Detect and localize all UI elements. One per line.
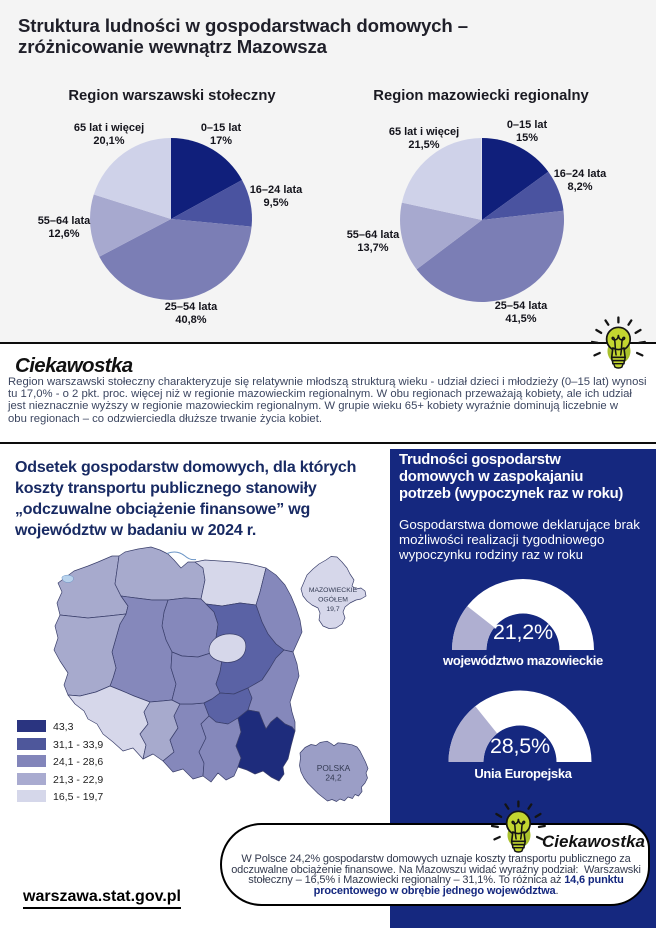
svg-text:24,2: 24,2 [325,773,342,783]
svg-text:OGÓŁEM: OGÓŁEM [318,595,348,604]
svg-text:19,7: 19,7 [326,606,339,613]
svg-text:MAZOWIECKIE: MAZOWIECKIE [309,587,358,594]
svg-text:POLSKA: POLSKA [317,763,351,773]
